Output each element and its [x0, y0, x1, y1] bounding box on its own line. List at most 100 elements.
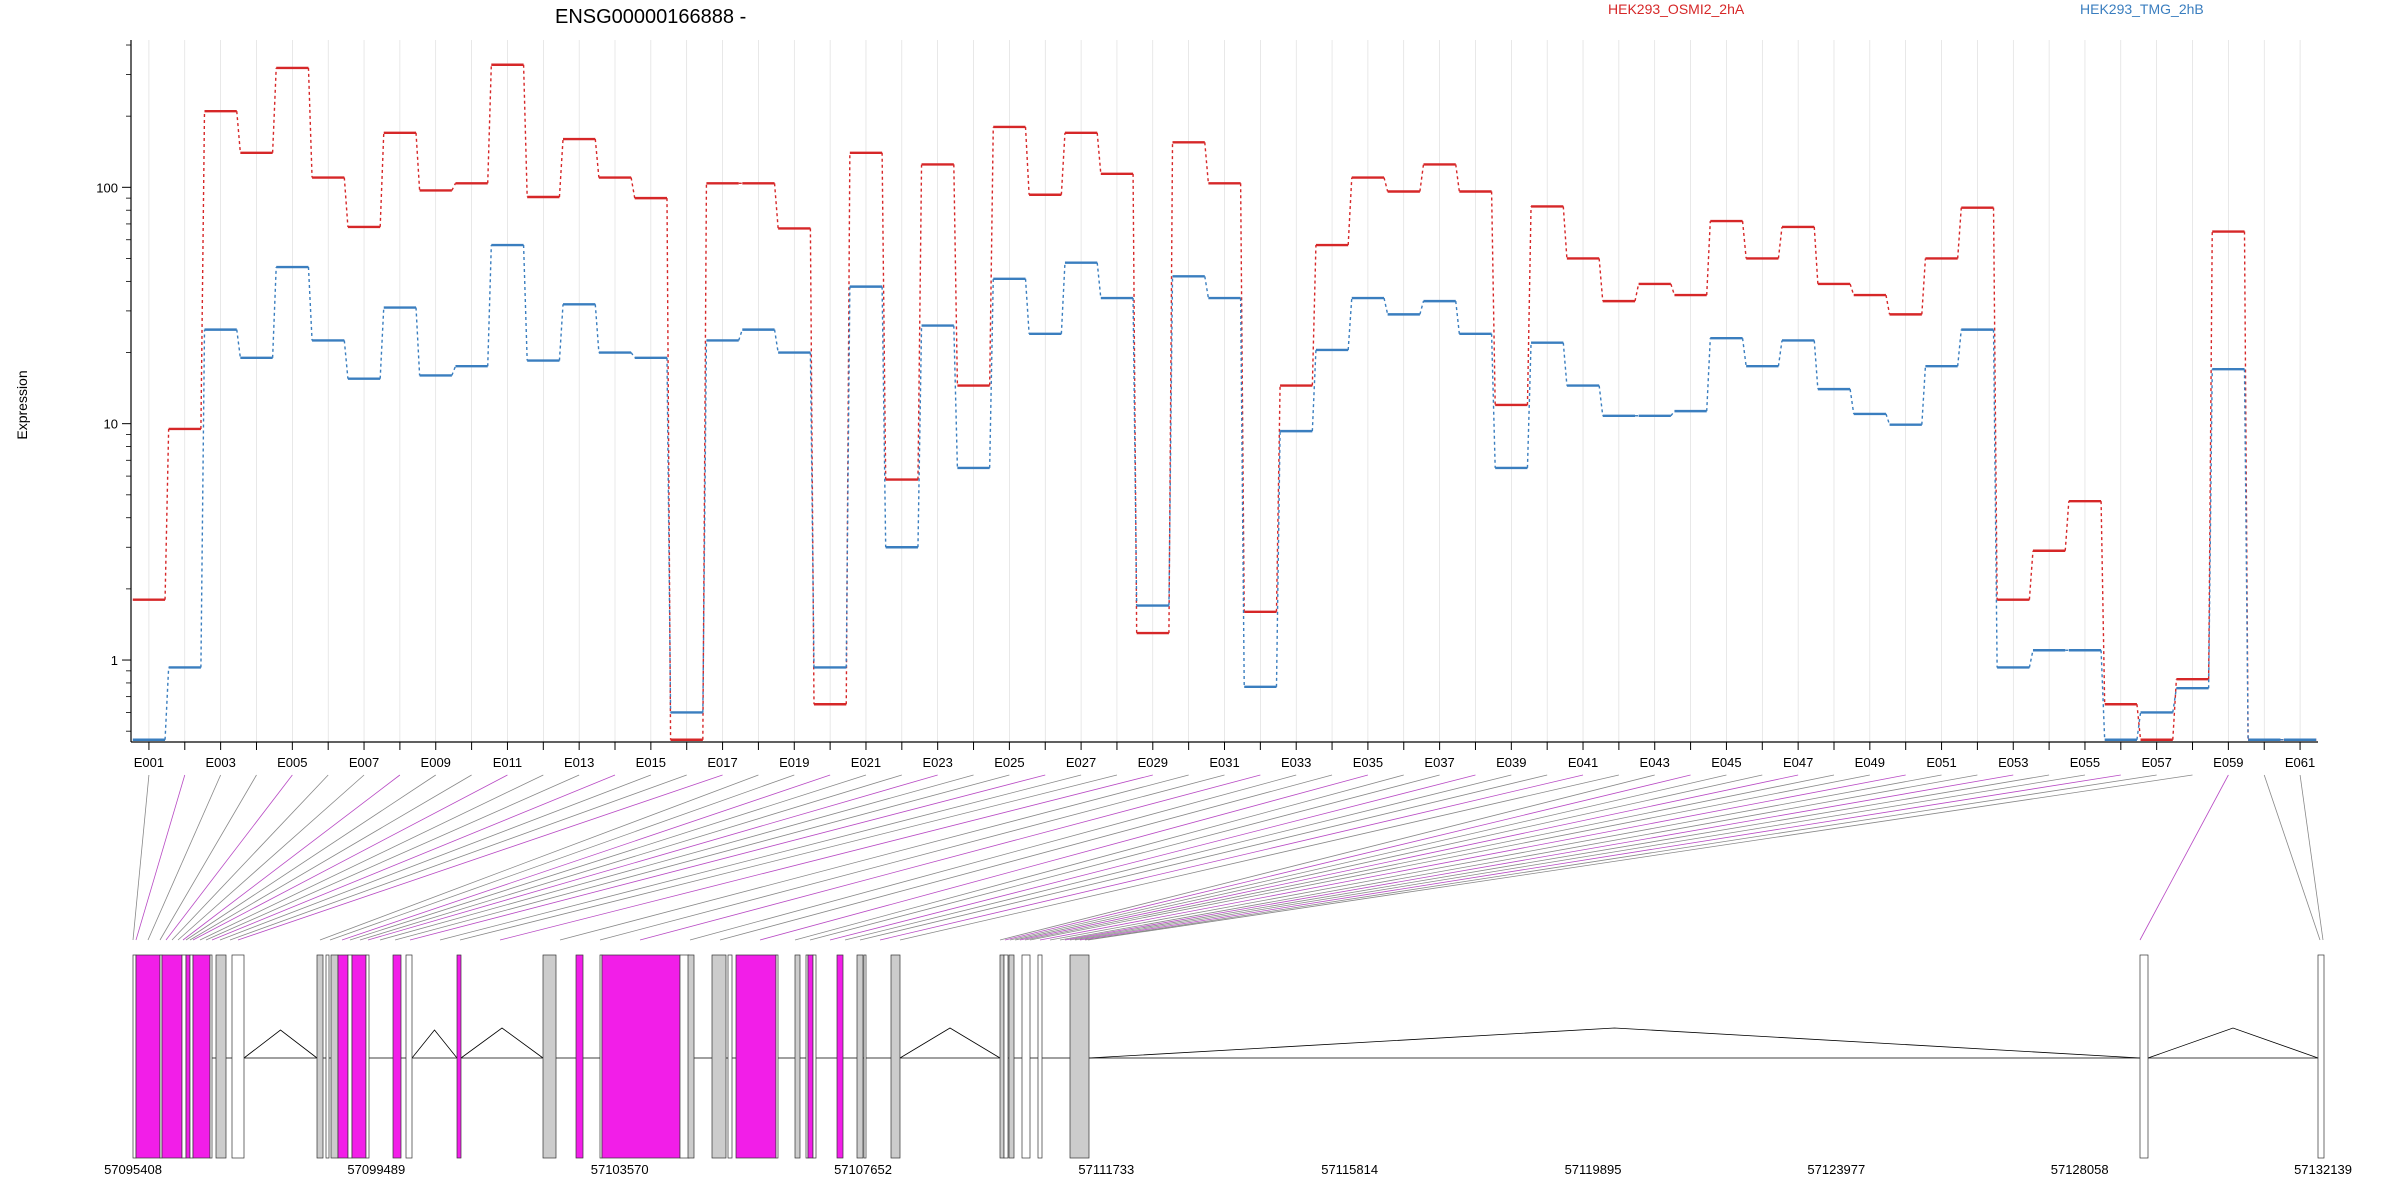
- exon-connector: [165, 774, 293, 941]
- exon-connector: [829, 774, 1476, 941]
- exon-connector-lines: [132, 774, 2324, 941]
- x-tick-label: E053: [1998, 755, 2028, 770]
- series-connector: [738, 329, 743, 341]
- series-connector: [845, 152, 851, 705]
- series-connector: [1347, 177, 1353, 246]
- series-connector: [558, 139, 564, 198]
- exon-connector: [1029, 774, 1870, 941]
- series-connector: [1419, 300, 1425, 315]
- vertical-gridlines: [148, 40, 2301, 742]
- exon-connector: [211, 774, 616, 941]
- series-connector: [487, 64, 493, 184]
- series-connector: [666, 198, 672, 740]
- series-connector: [522, 244, 528, 361]
- series-connector: [379, 307, 385, 379]
- exon-connector: [1049, 774, 1942, 941]
- exon-block: [325, 954, 330, 1159]
- series-connector: [2028, 650, 2034, 668]
- series-connector: [1706, 338, 1711, 412]
- genomic-tick-label: 57111733: [1078, 1162, 1134, 1177]
- x-tick-label: E015: [636, 755, 666, 770]
- exon-block: [132, 954, 137, 1159]
- series-connector: [1024, 278, 1030, 334]
- series-connector: [1562, 206, 1568, 259]
- exon-connector: [319, 774, 759, 941]
- exon-block: [189, 954, 194, 1159]
- series-connector: [236, 329, 242, 358]
- exon-block: [812, 954, 817, 1159]
- y-axis-label: Expression: [14, 370, 30, 439]
- series-connector: [1132, 173, 1138, 634]
- series-connector: [1455, 164, 1461, 192]
- series-connector: [2136, 712, 2142, 740]
- exon-connector: [219, 774, 652, 941]
- intron-chevron: [1088, 1027, 2141, 1059]
- series-connector: [1921, 366, 1927, 425]
- series-connector: [2172, 688, 2178, 713]
- exon-connector: [809, 774, 1440, 941]
- series-connector: [1204, 276, 1210, 299]
- series-connector: [1239, 183, 1245, 612]
- exon-connector: [229, 774, 687, 941]
- exon-block: [863, 954, 867, 1159]
- series-connector: [594, 139, 600, 178]
- series-connector: [1526, 342, 1532, 468]
- exon-block: [711, 954, 727, 1159]
- series-connector: [2136, 704, 2142, 740]
- series-connector: [2028, 550, 2034, 600]
- exon-block: [794, 954, 801, 1159]
- intron-chevron: [411, 1029, 458, 1059]
- x-tick-label: E023: [922, 755, 952, 770]
- exon-connector: [439, 774, 1082, 941]
- exon-connector: [639, 774, 1261, 941]
- exon-connector: [999, 774, 1655, 941]
- x-tick-label: E059: [2213, 755, 2243, 770]
- series-connector: [1562, 342, 1568, 386]
- exon-block: [2317, 954, 2325, 1159]
- exon-block: [185, 954, 191, 1159]
- series-connector: [881, 152, 887, 480]
- series-connector: [773, 183, 779, 229]
- exon-block: [727, 954, 733, 1159]
- exon-connector: [1019, 774, 1799, 941]
- genomic-tick-label: 57123977: [1807, 1162, 1865, 1177]
- series-connector: [988, 126, 994, 386]
- genomic-tick-label: 57119895: [1565, 1162, 1622, 1177]
- exon-connector: [689, 774, 1297, 941]
- x-tick-label: E019: [779, 755, 809, 770]
- exon-connector: [1024, 774, 1835, 941]
- exon-block: [687, 954, 695, 1159]
- exon-connector: [794, 774, 1404, 941]
- intron-chevron: [899, 1027, 1001, 1059]
- exon-block: [1008, 954, 1015, 1159]
- series-connector: [1849, 283, 1855, 296]
- series-connector: [1168, 142, 1174, 634]
- exon-block: [192, 954, 211, 1159]
- x-tick-label: E021: [851, 755, 881, 770]
- series-connector: [2207, 369, 2213, 689]
- genomic-tick-label: 57107652: [834, 1162, 892, 1177]
- series-connector: [1490, 333, 1496, 468]
- series-connector: [1347, 298, 1353, 351]
- series-connector: [1670, 283, 1676, 296]
- exon-connector: [2263, 774, 2321, 941]
- x-tick-label: E041: [1568, 755, 1598, 770]
- series-connector: [917, 164, 923, 480]
- x-tick-label: E057: [2141, 755, 2171, 770]
- intron-chevron: [243, 1029, 318, 1059]
- series-connector: [809, 352, 815, 668]
- series-connector: [200, 329, 206, 668]
- x-tick-label: E045: [1711, 755, 1741, 770]
- exon-block: [575, 954, 584, 1159]
- exon-connector: [2299, 774, 2324, 941]
- exon-block: [775, 954, 779, 1159]
- legend-entry-series-b: HEK293_TMG_2hB: [2080, 1, 2204, 17]
- series-connector: [1992, 207, 1998, 600]
- series-connector: [1383, 177, 1389, 192]
- x-tick-label: E047: [1783, 755, 1813, 770]
- exon-connector: [185, 774, 436, 941]
- series-connector: [415, 132, 421, 191]
- exon-block: [999, 954, 1005, 1159]
- x-tick-label: E005: [277, 755, 307, 770]
- series-lines: [132, 63, 2317, 741]
